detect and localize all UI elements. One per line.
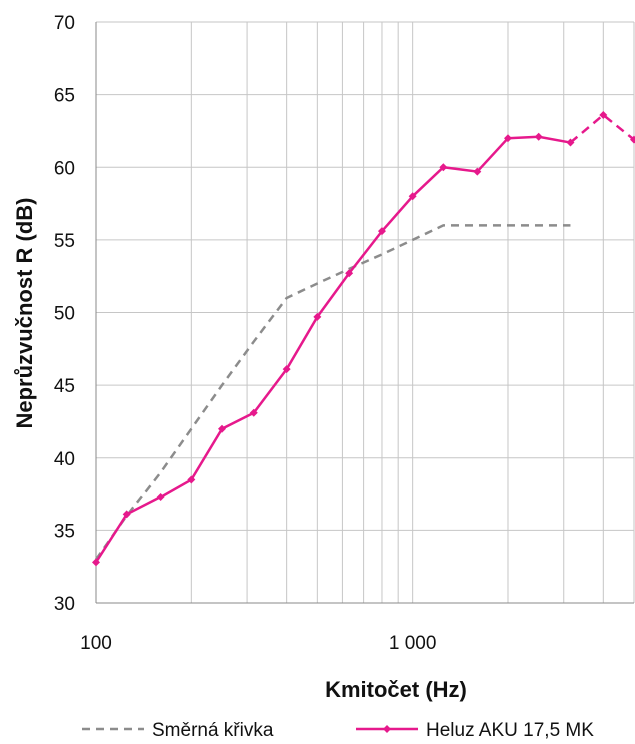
- legend-marker-measured: [383, 725, 391, 733]
- measured-curve-line: [94, 135, 571, 564]
- y-tick-label: 40: [54, 449, 75, 470]
- y-tick-label: 55: [54, 231, 75, 252]
- y-tick-label: 45: [54, 376, 75, 397]
- data-point-marker: [566, 138, 575, 147]
- data-point-marker: [599, 110, 608, 119]
- data-point-marker: [218, 424, 227, 433]
- y-tick-label: 50: [54, 304, 75, 325]
- data-point-marker: [408, 192, 417, 201]
- series-lines: [92, 110, 635, 567]
- series-2: [92, 110, 635, 567]
- y-tick-label: 65: [54, 86, 75, 107]
- series-1: [94, 224, 571, 561]
- data-point-marker: [473, 167, 482, 176]
- measured-curve-extrapolated-line: [569, 113, 635, 144]
- data-point-marker: [282, 365, 291, 374]
- y-tick-label: 70: [54, 13, 75, 34]
- legend-label-measured: Heluz AKU 17,5 MK: [426, 720, 594, 741]
- data-point-marker: [187, 475, 196, 484]
- x-tick-label: 100: [80, 633, 112, 654]
- grid-lines: [95, 21, 635, 604]
- data-point-marker: [122, 510, 131, 519]
- data-point-marker: [630, 135, 635, 144]
- data-point-marker: [92, 558, 100, 567]
- data-point-marker: [534, 132, 543, 141]
- legend-label-reference: Směrná křivka: [152, 720, 274, 741]
- data-point-marker: [156, 492, 165, 501]
- data-point-marker: [503, 134, 512, 143]
- data-point-marker: [377, 227, 386, 236]
- data-point-marker: [345, 269, 354, 278]
- y-axis-tick-labels: 30 35 40 45 50 55 60 65 70: [54, 13, 75, 615]
- y-tick-label: 60: [54, 158, 75, 179]
- x-axis-title: Kmitočet (Hz): [325, 677, 467, 702]
- x-axis-tick-labels: 100 1 000: [80, 633, 436, 654]
- y-tick-label: 30: [54, 594, 75, 615]
- y-tick-label: 35: [54, 521, 75, 542]
- legend: Směrná křivka Heluz AKU 17,5 MK: [82, 720, 594, 741]
- reference-curve-line: [94, 224, 571, 561]
- x-tick-label: 1 000: [389, 633, 437, 654]
- data-point-marker: [249, 408, 258, 417]
- y-axis-title: Neprůzvučnost R (dB): [12, 198, 37, 429]
- data-point-marker: [439, 163, 448, 172]
- data-point-marker: [313, 312, 322, 321]
